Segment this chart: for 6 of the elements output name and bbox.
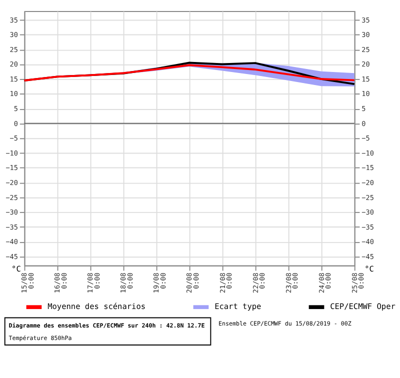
legend-label: Moyenne des scénarios	[48, 302, 146, 312]
legend-label: CEP/ECMWF Oper	[330, 302, 396, 312]
y2-axis-title: °C	[364, 264, 374, 274]
y-axis-title: °C	[12, 264, 22, 274]
line-series	[23, 64, 356, 82]
legend-label: Ecart type	[214, 302, 262, 312]
